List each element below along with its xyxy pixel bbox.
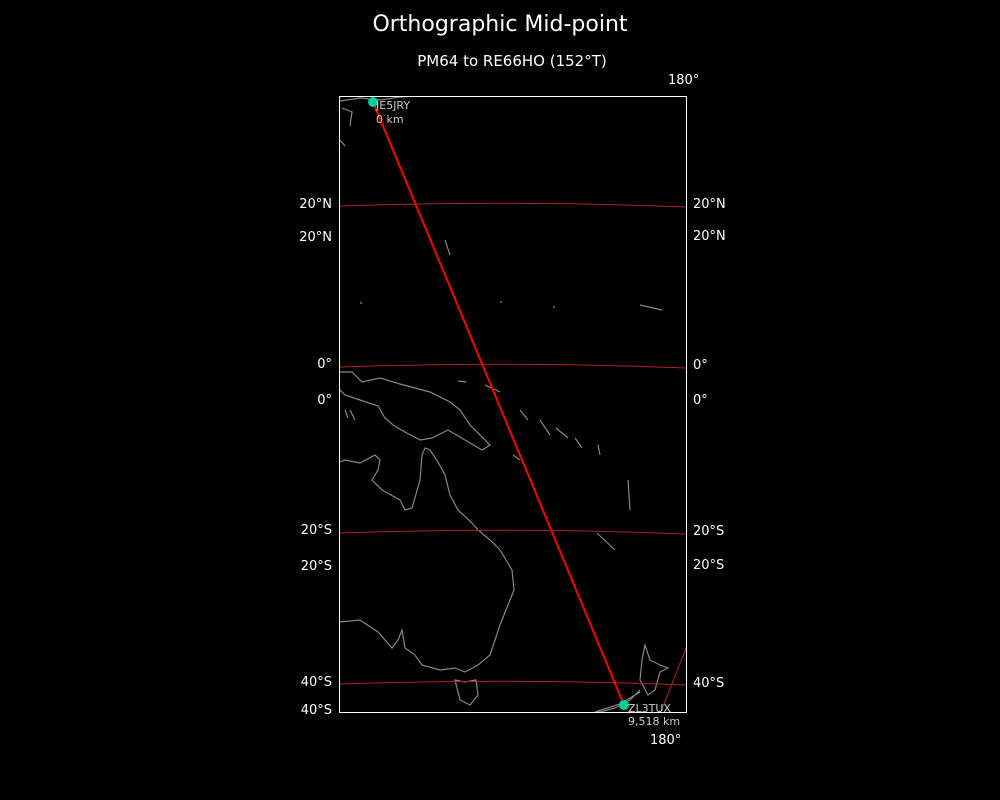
great-circle-path xyxy=(372,101,625,706)
coastline-islands xyxy=(344,239,663,551)
gridline-label-left: 0° xyxy=(317,357,332,372)
meridian-180 xyxy=(660,647,686,712)
coastline-new-guinea xyxy=(340,371,491,451)
gridline-label-right: 0° xyxy=(693,393,708,408)
gridline-label-left: 20°S xyxy=(300,523,332,538)
map-title: Orthographic Mid-point xyxy=(372,12,628,37)
gridline-label-left: 40°S xyxy=(300,703,332,718)
gridline-label-left: 20°N xyxy=(299,197,332,212)
parallel-40s xyxy=(340,680,686,686)
gridline-label-right: 20°N xyxy=(693,197,726,212)
gridline-label-left: 0° xyxy=(317,393,332,408)
gridline-label-right: 40°S xyxy=(693,676,725,691)
parallel-20n xyxy=(340,202,686,208)
parallel-0 xyxy=(340,363,686,369)
gridline-label-right: 0° xyxy=(693,358,708,373)
gridline-label-bottom: 180° xyxy=(650,733,682,748)
start-marker xyxy=(368,97,378,107)
coastline-new-zealand-north xyxy=(639,642,670,696)
gridline-label-left: 20°N xyxy=(299,230,332,245)
end-callsign: ZL3TUX xyxy=(628,702,671,715)
parallel-20s xyxy=(340,529,686,535)
map-subtitle: PM64 to RE66HO (152°T) xyxy=(417,52,607,70)
gridline-label-top: 180° xyxy=(668,73,700,88)
gridline-label-right: 20°N xyxy=(693,229,726,244)
start-distance: 0 km xyxy=(376,113,404,126)
map-frame xyxy=(339,96,687,713)
coastline-tasmania xyxy=(454,679,479,706)
gridline-label-left: 20°S xyxy=(300,559,332,574)
gridline-label-left: 40°S xyxy=(300,675,332,690)
coastlines xyxy=(340,97,670,712)
coastline-japan xyxy=(340,97,413,147)
end-marker xyxy=(619,700,629,710)
gridline-label-right: 20°S xyxy=(693,558,725,573)
gridline-label-right: 20°S xyxy=(693,524,725,539)
end-distance: 9,518 km xyxy=(628,715,681,728)
coastline-australia xyxy=(340,447,515,673)
gridlines xyxy=(340,202,686,712)
start-callsign: JE5JRY xyxy=(376,99,411,112)
